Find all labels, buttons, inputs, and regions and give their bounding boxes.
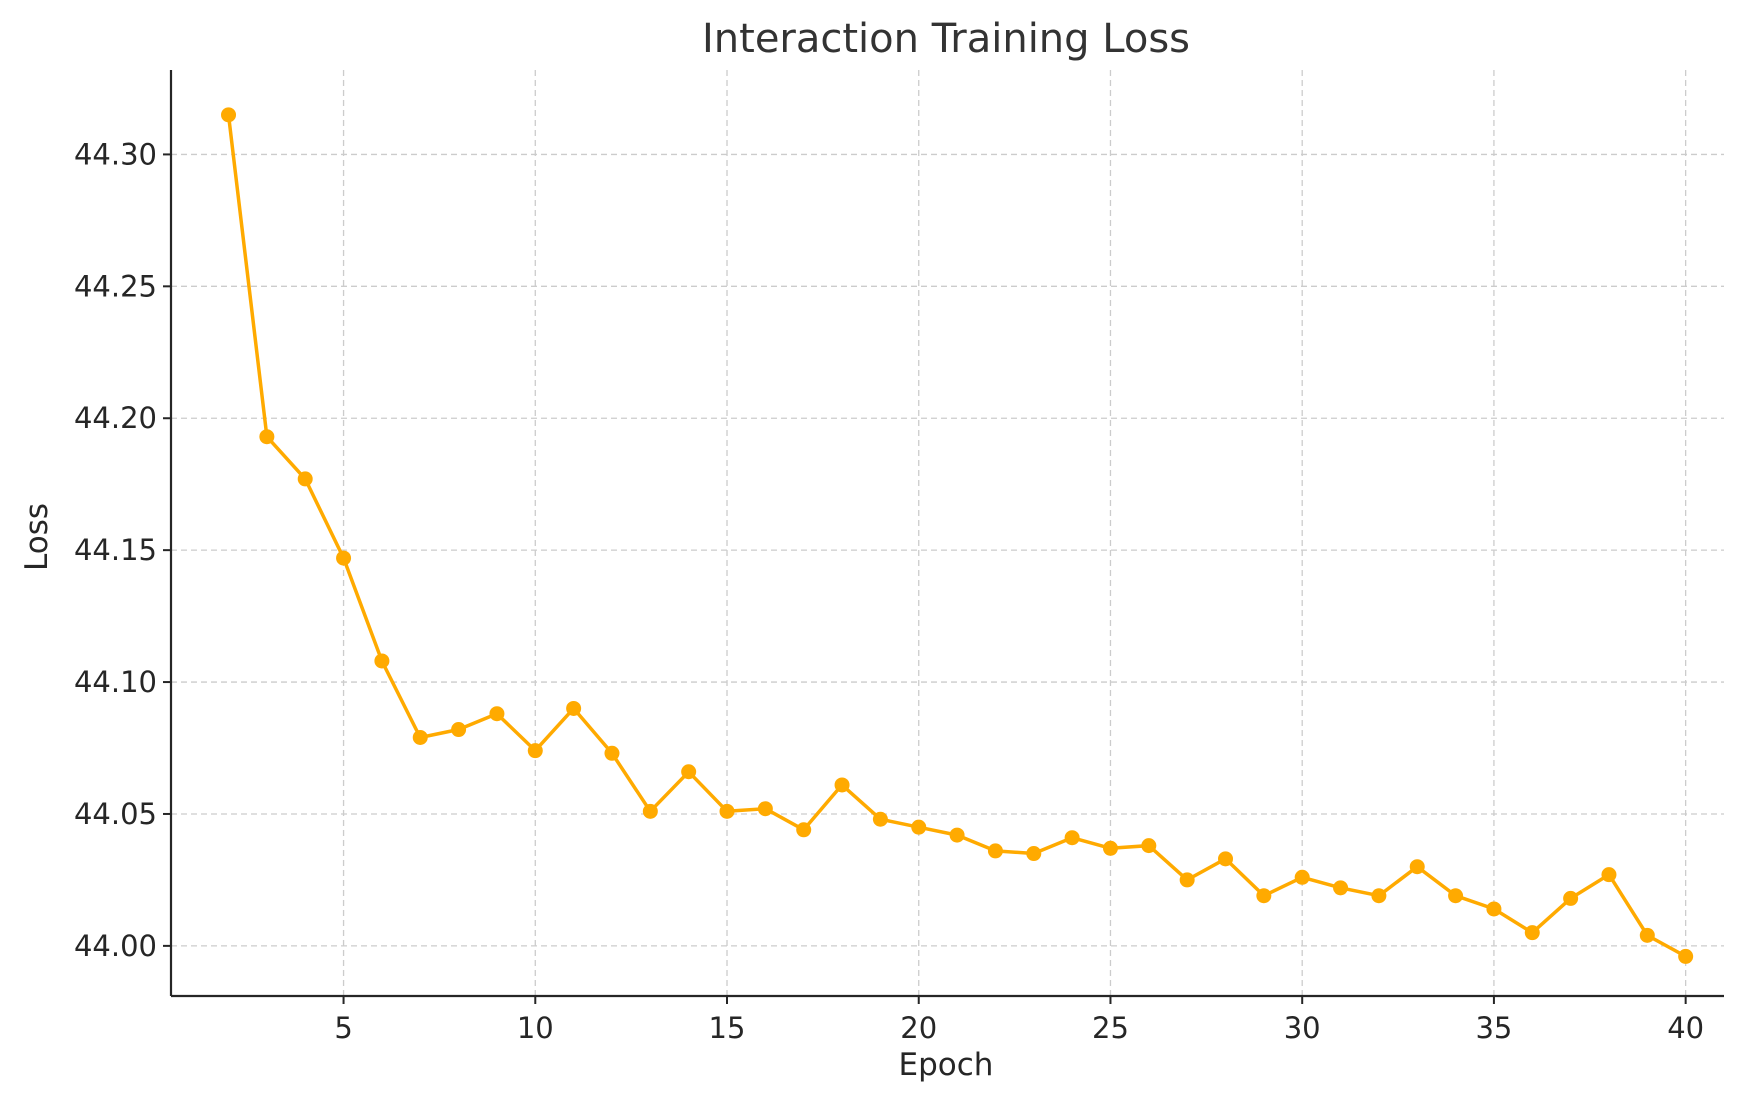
data-point-epoch-37 <box>1563 890 1579 906</box>
data-point-epoch-16 <box>757 801 773 817</box>
data-point-epoch-32 <box>1371 888 1387 904</box>
data-point-epoch-6 <box>374 653 390 669</box>
data-point-epoch-24 <box>1064 830 1080 846</box>
data-point-epoch-33 <box>1409 859 1425 875</box>
data-point-epoch-17 <box>796 822 812 838</box>
data-point-epoch-22 <box>987 843 1003 859</box>
data-point-epoch-4 <box>297 471 313 487</box>
data-point-epoch-19 <box>872 811 888 827</box>
data-point-epoch-8 <box>451 722 467 738</box>
data-point-epoch-11 <box>566 700 582 716</box>
data-point-epoch-21 <box>949 827 965 843</box>
y-tick-label-44.00: 44.00 <box>74 929 157 963</box>
x-tick-label-30: 30 <box>1284 1011 1321 1045</box>
data-point-epoch-12 <box>604 745 620 761</box>
y-tick-label-44.25: 44.25 <box>74 269 157 303</box>
x-tick-label-15: 15 <box>709 1011 746 1045</box>
y-tick-label-44.05: 44.05 <box>74 797 157 831</box>
data-point-epoch-9 <box>489 706 505 722</box>
chart-title: Interaction Training Loss <box>702 16 1190 62</box>
y-tick-label-44.10: 44.10 <box>74 665 157 699</box>
y-tick-label-44.15: 44.15 <box>74 533 157 567</box>
data-point-epoch-14 <box>681 764 697 780</box>
data-point-epoch-36 <box>1524 925 1540 941</box>
data-point-epoch-10 <box>527 743 543 759</box>
data-point-epoch-3 <box>259 429 275 445</box>
axes <box>169 70 1724 998</box>
data-point-epoch-7 <box>412 729 428 745</box>
data-point-epoch-26 <box>1141 838 1157 854</box>
x-tick-label-25: 25 <box>1092 1011 1129 1045</box>
data-point-epoch-28 <box>1218 851 1234 867</box>
y-tick-label-44.30: 44.30 <box>74 137 157 171</box>
x-tick-label-40: 40 <box>1667 1011 1704 1045</box>
data-point-epoch-38 <box>1601 867 1617 883</box>
y-axis-label: Loss <box>19 503 55 571</box>
data-point-epoch-40 <box>1678 948 1694 964</box>
data-point-epoch-29 <box>1256 888 1272 904</box>
data-point-epoch-20 <box>911 819 927 835</box>
series-loss <box>221 107 1694 964</box>
x-axis-label: Epoch <box>899 1047 994 1083</box>
y-tick-label-44.20: 44.20 <box>74 401 157 435</box>
data-point-epoch-13 <box>642 803 658 819</box>
data-point-epoch-39 <box>1639 927 1655 943</box>
ticks: 5 10 15 20 25 30 35 40 44.00 44.05 44.10 44.15 44.20… <box>74 137 1704 1045</box>
x-tick-label-5: 5 <box>334 1011 352 1045</box>
data-point-epoch-30 <box>1294 869 1310 885</box>
x-tick-label-10: 10 <box>517 1011 554 1045</box>
data-point-epoch-15 <box>719 803 735 819</box>
data-point-epoch-25 <box>1102 840 1118 856</box>
data-point-epoch-31 <box>1333 880 1349 896</box>
data-point-epoch-34 <box>1448 888 1464 904</box>
data-point-epoch-18 <box>834 777 850 793</box>
x-tick-label-35: 35 <box>1475 1011 1512 1045</box>
data-point-epoch-27 <box>1179 872 1195 888</box>
grid <box>171 70 1724 996</box>
data-point-epoch-5 <box>336 550 352 566</box>
data-point-epoch-35 <box>1486 901 1502 917</box>
x-tick-label-20: 20 <box>900 1011 937 1045</box>
data-point-epoch-2 <box>221 107 237 123</box>
data-point-epoch-23 <box>1026 846 1042 862</box>
